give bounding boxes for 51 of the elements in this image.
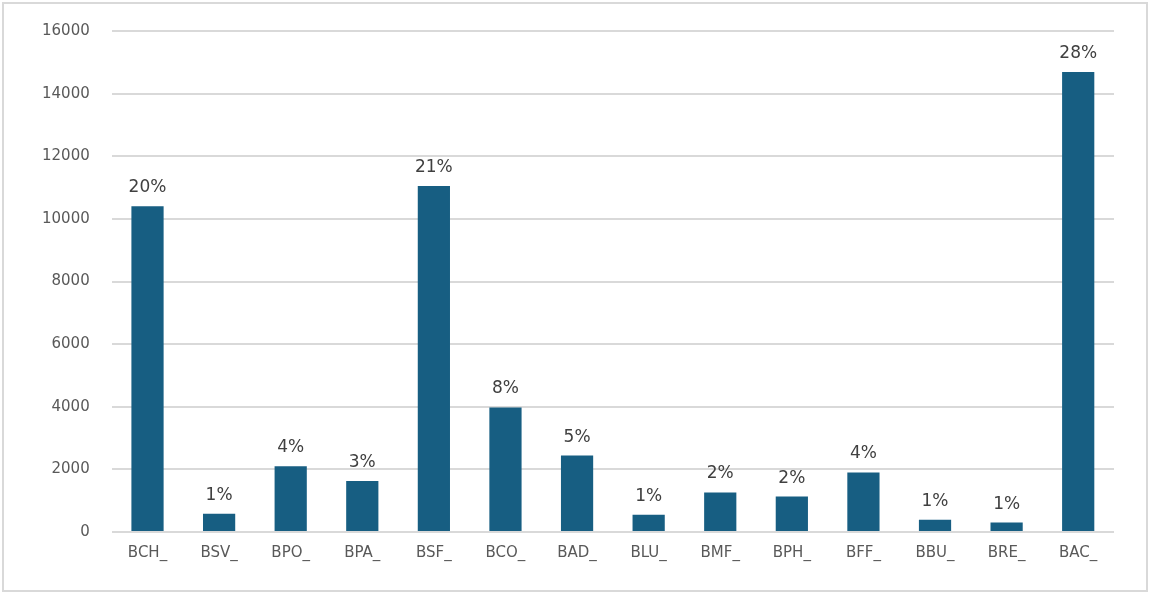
bar [203,513,236,531]
y-tick-label: 6000 [51,334,90,353]
y-tick-label: 2000 [51,459,90,478]
annotation: 8% [491,377,519,398]
annotation: 28% [1059,41,1098,62]
x-tick-label: BAC_ [1059,542,1098,562]
annotation: 4% [277,436,305,457]
annotation: 1% [921,489,949,510]
bar [489,407,522,531]
x-tick-label: BMF_ [700,542,741,562]
y-tick-label: 0 [80,521,90,540]
annotation: 2% [778,466,806,487]
bar [560,455,594,531]
annotation: 2% [706,462,734,483]
y-tick-label: 14000 [42,83,90,102]
bar [990,522,1023,531]
bar [632,514,665,531]
bar [346,480,379,531]
annotation: 4% [849,442,877,463]
x-tick-label: BFF_ [845,542,882,562]
x-tick-label: BRE_ [987,542,1026,562]
annotation: 3% [348,450,376,471]
y-tick-label: 16000 [42,20,90,39]
bar [918,519,952,531]
x-tick-label: BCO_ [485,542,526,562]
y-tick-label: 12000 [42,146,90,165]
x-tick-label: BPA_ [344,542,381,562]
annotation: 5% [563,425,591,446]
x-tick-label: BSF_ [416,542,453,562]
bar [847,472,880,531]
annotation: 1% [635,484,663,505]
x-tick-label: BLU_ [630,542,668,562]
x-tick-label: BCH_ [127,542,168,562]
bar [131,206,164,531]
x-tick-label: BAD_ [557,542,598,562]
bar [1062,72,1095,531]
y-tick-label: 8000 [51,271,90,290]
y-tick-label: 10000 [42,208,90,227]
bar [417,186,450,531]
y-tick-label: 4000 [51,396,90,415]
x-tick-label: BPH_ [772,542,812,562]
annotation: 1% [993,492,1021,513]
x-tick-label: BPO_ [271,542,311,562]
bar [775,496,808,531]
x-tick-label: BBU_ [915,542,956,562]
annotation: 21% [414,155,453,176]
bar [704,492,737,531]
annotation: 20% [128,176,167,197]
annotation: 1% [205,483,233,504]
bar [274,466,307,531]
x-tick-label: BSV_ [200,542,239,562]
